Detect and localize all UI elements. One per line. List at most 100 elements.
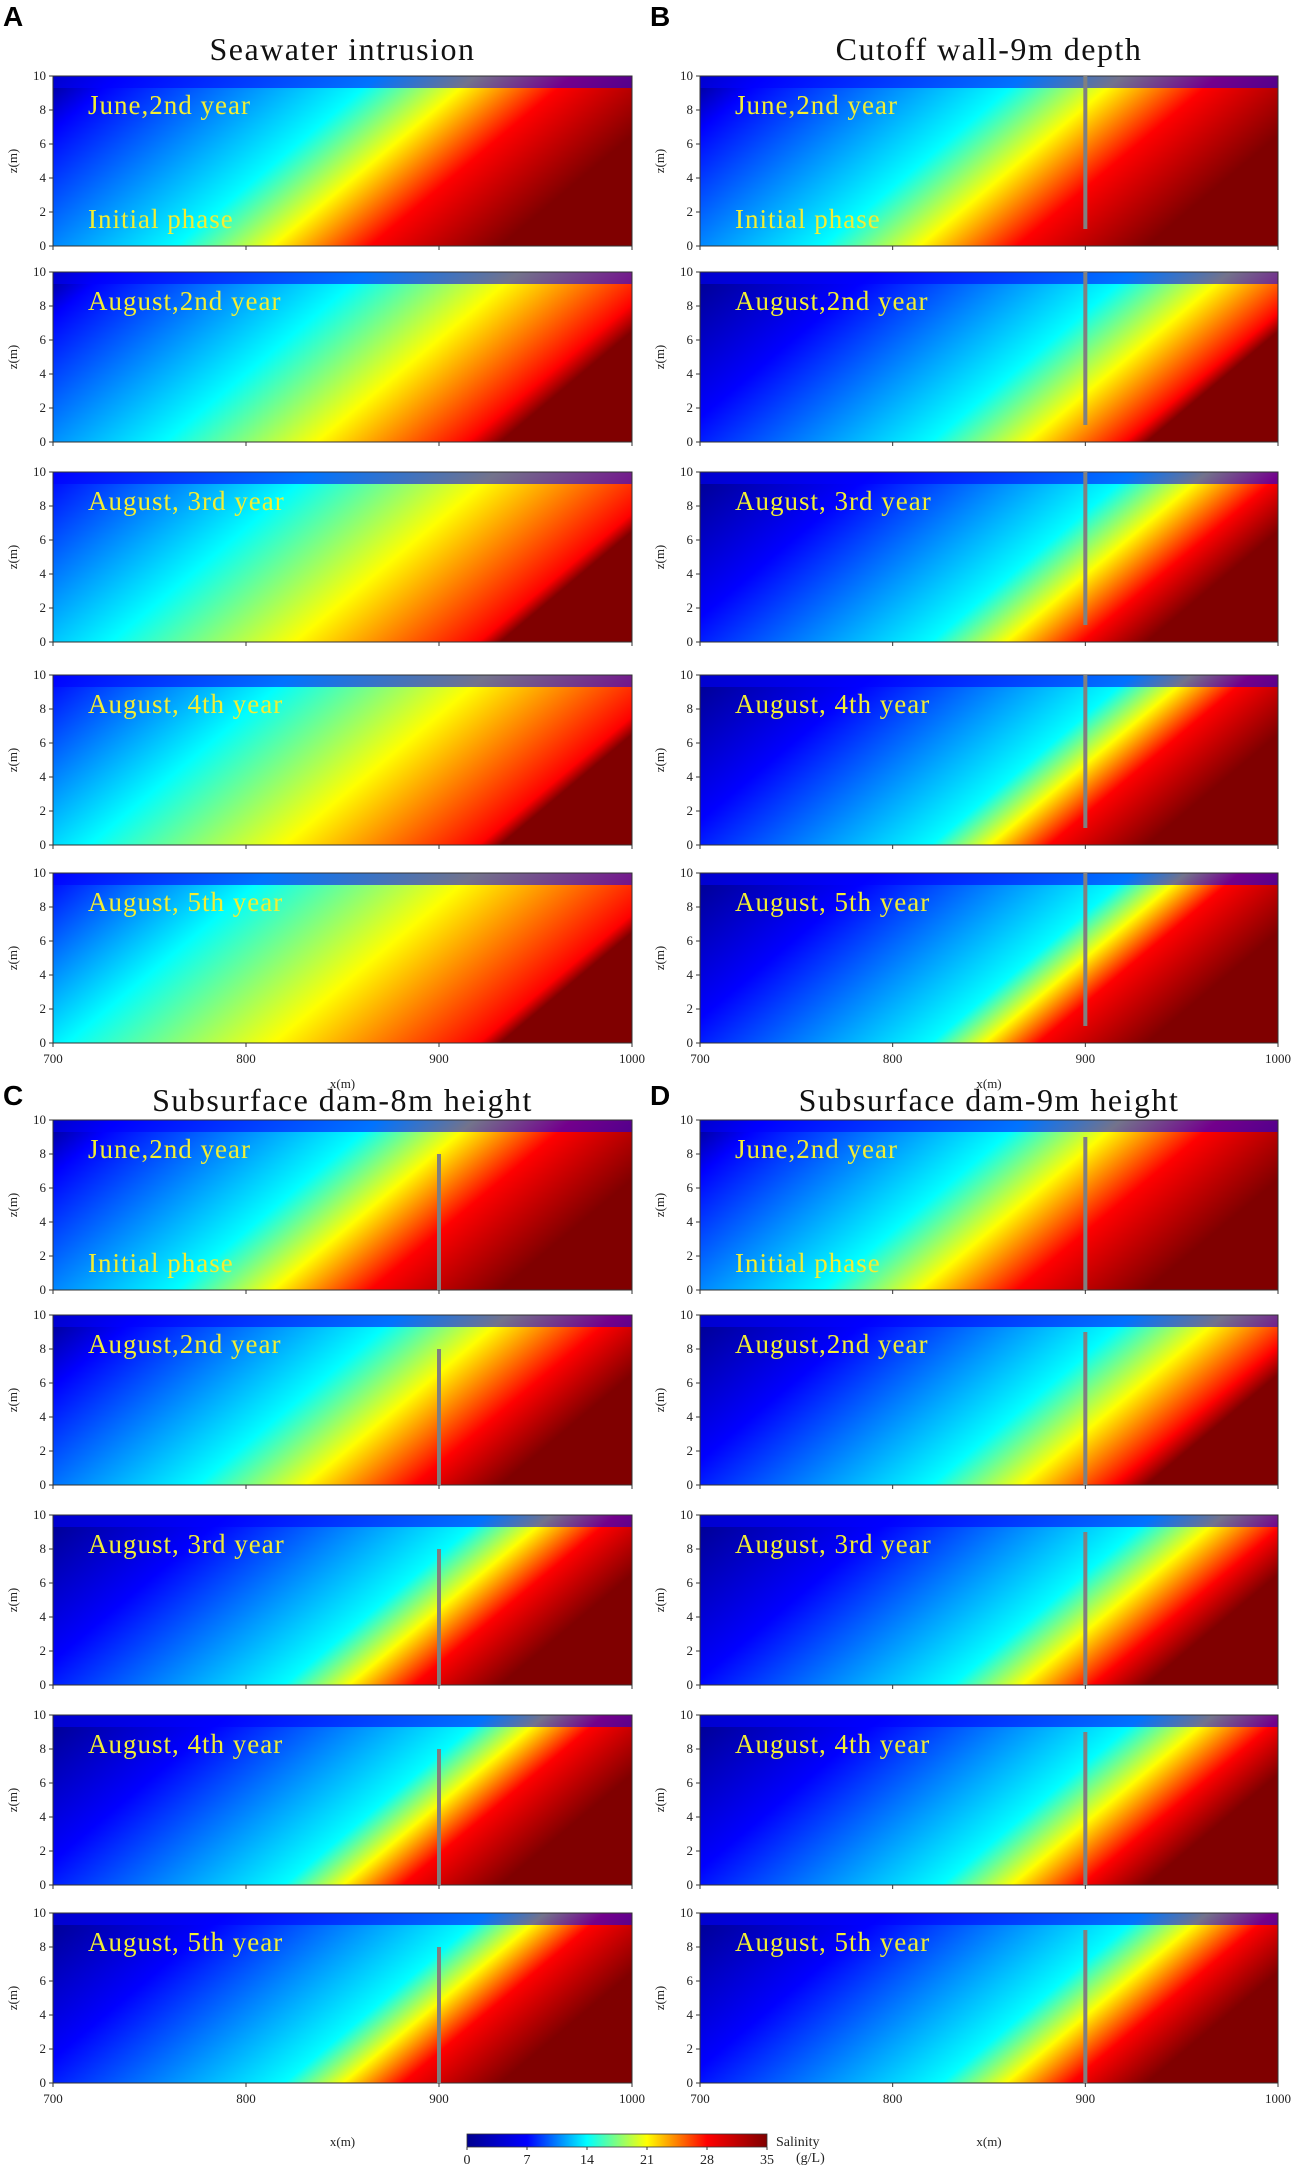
y-tick-label: 0 <box>687 1877 694 1892</box>
y-tick-label: 6 <box>687 1775 694 1790</box>
recharge-layer <box>700 472 1278 484</box>
y-tick-label: 10 <box>33 667 46 682</box>
subplot: 0 2 4 6 8 10 z(m) August,2nd year <box>5 1307 633 1492</box>
colorbar-tick-label: 28 <box>700 2153 714 2168</box>
y-tick-label: 4 <box>40 1409 47 1424</box>
x-tick-label: 700 <box>690 2091 710 2106</box>
subplot-label: August, 3rd year <box>735 486 932 516</box>
recharge-layer <box>700 1120 1278 1132</box>
salinity-field <box>53 1715 632 1885</box>
subplot: 0 2 4 6 8 10 z(m) August, 3rd year <box>652 1507 1279 1692</box>
y-tick-label: 4 <box>40 967 47 982</box>
y-axis-label: z(m) <box>5 545 20 570</box>
x-tick-label: 700 <box>43 1051 63 1066</box>
colorbar-label: Salinity <box>776 2135 820 2150</box>
recharge-layer <box>53 1315 632 1327</box>
x-tick-label: 800 <box>883 2091 903 2106</box>
y-tick-label: 10 <box>680 667 693 682</box>
subplot: 0 2 4 6 8 10 z(m) August, 4th year <box>5 1707 633 1892</box>
x-tick-label: 800 <box>236 2091 256 2106</box>
y-tick-label: 10 <box>680 1307 693 1322</box>
y-tick-label: 2 <box>40 1248 47 1263</box>
y-tick-label: 2 <box>687 1001 694 1016</box>
y-tick-label: 4 <box>687 967 694 982</box>
y-tick-label: 6 <box>687 1973 694 1988</box>
salinity-field <box>53 472 632 642</box>
subplot: 0 2 4 6 8 10 z(m) August, 3rd year <box>652 464 1279 649</box>
subplot: 0 2 4 6 8 10 z(m) 700 800 900 1000 x(m) August, 5th … <box>5 1905 645 2149</box>
plot-frame <box>52 872 633 1044</box>
panel-letter: C <box>3 1080 23 1111</box>
y-tick-label: 0 <box>40 1677 47 1692</box>
salinity-field <box>53 1515 632 1685</box>
salinity-field <box>700 472 1278 642</box>
recharge-layer <box>53 472 632 484</box>
y-tick-label: 2 <box>40 400 47 415</box>
y-tick-label: 4 <box>40 1609 47 1624</box>
colorbar-scale <box>466 2133 768 2148</box>
y-tick-label: 6 <box>40 332 47 347</box>
subplot-label: August, 5th year <box>88 1927 283 1957</box>
x-axis-label: x(m) <box>976 2134 1001 2149</box>
plot-frame <box>699 75 1279 247</box>
y-tick-label: 6 <box>40 1775 47 1790</box>
subplot-label: August, 5th year <box>735 887 930 917</box>
panel-title: Subsurface dam-8m height <box>152 1082 533 1118</box>
x-tick-label: 700 <box>43 2091 63 2106</box>
y-tick-label: 8 <box>687 1939 694 1954</box>
colorbar-tick-label: 7 <box>524 2153 531 2168</box>
y-tick-label: 6 <box>687 1180 694 1195</box>
plot-frame <box>699 1314 1279 1486</box>
recharge-layer <box>53 675 632 687</box>
y-tick-label: 6 <box>40 1973 47 1988</box>
y-tick-label: 2 <box>40 1443 47 1458</box>
panel-letter: A <box>3 1 23 32</box>
y-tick-label: 10 <box>33 264 46 279</box>
subplot-label: August, 3rd year <box>735 1529 932 1559</box>
recharge-layer <box>53 1715 632 1727</box>
salinity-field <box>53 1120 632 1290</box>
y-tick-label: 10 <box>33 1507 46 1522</box>
subplot-label: June,2nd year <box>735 1134 898 1164</box>
x-axis-label: x(m) <box>330 2134 355 2149</box>
panel-title: Cutoff wall-9m depth <box>836 31 1143 67</box>
subplot: 0 2 4 6 8 10 z(m) 700 800 900 1000 x(m) August, 5th … <box>5 865 645 1091</box>
x-tick-label: 1000 <box>619 1051 645 1066</box>
y-axis-label: z(m) <box>5 1986 20 2011</box>
y-tick-label: 6 <box>687 332 694 347</box>
y-tick-label: 6 <box>40 1575 47 1590</box>
y-tick-label: 8 <box>40 1939 47 1954</box>
y-tick-label: 0 <box>687 1677 694 1692</box>
y-axis-label: z(m) <box>652 345 667 370</box>
y-tick-label: 6 <box>40 735 47 750</box>
y-axis-label: z(m) <box>652 946 667 971</box>
subplot: 0 2 4 6 8 10 z(m) August, 4th year <box>652 667 1279 852</box>
recharge-layer <box>700 1515 1278 1527</box>
y-tick-label: 8 <box>40 298 47 313</box>
subplot-label: August, 5th year <box>735 1927 930 1957</box>
subplot-label: August, 4th year <box>735 1729 930 1759</box>
subplot: 0 2 4 6 8 10 z(m) August,2nd year <box>652 264 1279 449</box>
y-tick-label: 6 <box>40 933 47 948</box>
subplot: 0 2 4 6 8 10 z(m) August,2nd year <box>5 264 633 449</box>
y-tick-label: 10 <box>680 1507 693 1522</box>
y-tick-label: 6 <box>687 933 694 948</box>
y-axis-label: z(m) <box>5 345 20 370</box>
subplot-label-2: Initial phase <box>735 1248 881 1278</box>
y-tick-label: 6 <box>687 1375 694 1390</box>
y-tick-label: 8 <box>687 1541 694 1556</box>
y-tick-label: 10 <box>33 1707 46 1722</box>
x-tick-label: 1000 <box>1265 2091 1291 2106</box>
y-tick-label: 4 <box>687 1214 694 1229</box>
recharge-layer <box>700 272 1278 284</box>
y-tick-label: 10 <box>680 464 693 479</box>
y-tick-label: 0 <box>40 1477 47 1492</box>
y-tick-label: 0 <box>687 434 694 449</box>
subplot: 0 2 4 6 8 10 z(m) August, 3rd year <box>5 464 633 649</box>
y-tick-label: 8 <box>687 1146 694 1161</box>
y-tick-label: 2 <box>687 600 694 615</box>
subplot-label: August, 4th year <box>88 1729 283 1759</box>
y-tick-label: 8 <box>40 899 47 914</box>
salinity-field <box>700 1515 1278 1685</box>
